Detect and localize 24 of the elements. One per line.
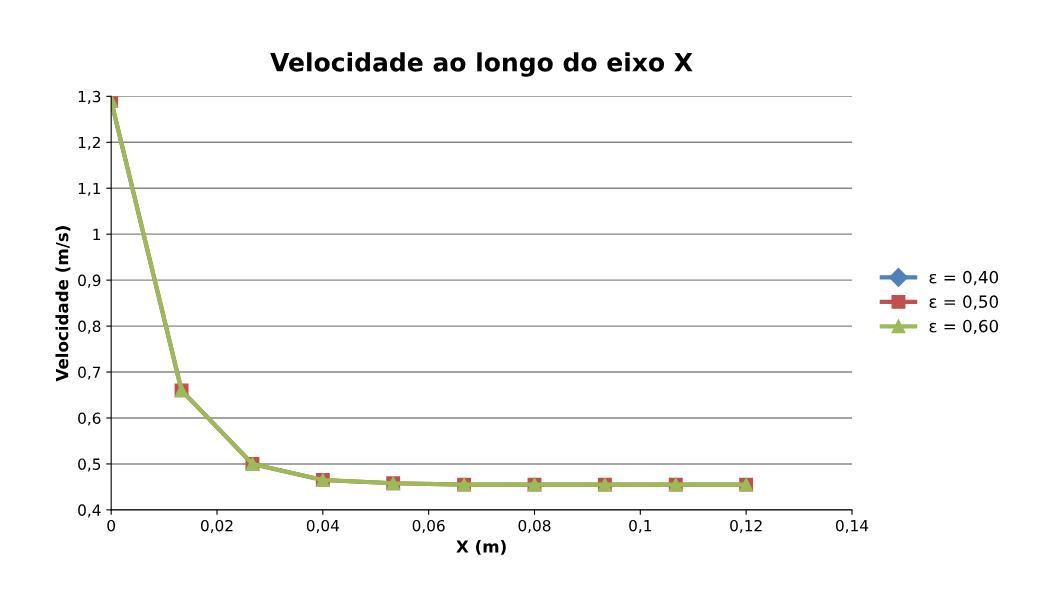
y-tick-label: 0,7: [78, 366, 101, 380]
x-tick-label: 0,1: [629, 519, 652, 533]
y-tick-label: 0,9: [78, 274, 101, 288]
y-tick-label: 0,5: [78, 458, 101, 472]
y-tick-label: 1: [93, 228, 101, 240]
legend-label: ε = 0,50: [929, 295, 999, 310]
x-tick-label: 0,14: [835, 519, 869, 533]
legend-label: ε = 0,40: [929, 270, 999, 286]
y-tick-label: 0,6: [78, 412, 101, 426]
y-tick-label: 0,4: [78, 504, 101, 518]
y-tick-label: 1,1: [78, 182, 101, 196]
x-tick-label: 0,04: [306, 519, 339, 533]
x-axis-title: X (m): [456, 539, 506, 555]
x-tick-label: 0,12: [730, 519, 762, 533]
y-tick-label: 1,3: [78, 90, 101, 104]
y-tick-label: 0,8: [78, 320, 101, 334]
x-tick-label: 0,08: [518, 519, 551, 533]
x-tick-label: 0,06: [412, 519, 445, 533]
x-tick-label: 0,02: [201, 519, 233, 533]
y-axis-title: Velocidade (m/s): [55, 226, 71, 382]
y-tick-label: 1,2: [78, 136, 100, 150]
x-tick-label: 0: [107, 519, 116, 532]
chart-title: Velocidade ao longo do eixo X: [270, 52, 693, 77]
legend-label: ε = 0,60: [929, 319, 999, 335]
